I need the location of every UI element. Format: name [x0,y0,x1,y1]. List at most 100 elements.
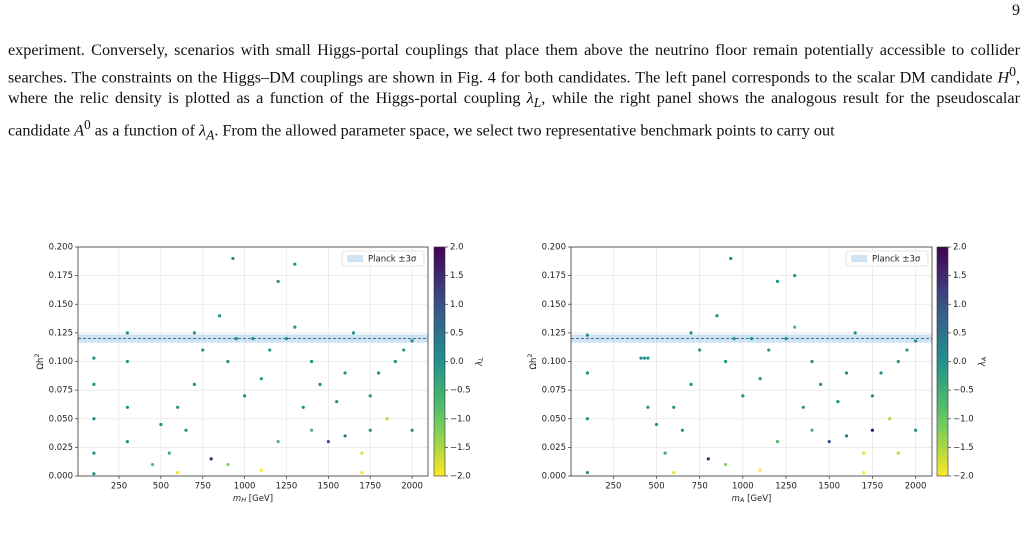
data-point [351,331,356,335]
x-tick-label: 250 [605,482,621,492]
y-axis-label: Ωh2 [526,353,539,369]
math-sub: L [533,95,542,111]
data-point [913,428,918,432]
data-point [672,470,676,475]
label-part: A [739,496,744,504]
y-tick-label: 0.175 [542,271,566,281]
data-point [310,359,314,364]
data-point [259,468,263,472]
data-point [92,356,96,360]
y-tick-label: 0.200 [49,243,73,253]
data-point [729,256,733,261]
data-point [201,348,205,352]
data-point [284,337,289,341]
data-point [879,371,883,375]
x-tick-label: 250 [111,482,127,492]
label-part: [GeV] [246,494,273,504]
y-tick-label: 0.025 [542,443,566,453]
data-point [176,470,180,475]
data-point [385,417,389,421]
label-part: H [241,496,246,504]
label-part: [GeV] [744,494,771,504]
data-point [92,417,96,421]
data-point [192,382,196,386]
text: as a function of [90,121,200,140]
data-point [410,428,414,432]
y-tick-label: 0.000 [49,472,73,482]
label-part: 2 [526,353,534,357]
y-tick-label: 0.150 [49,300,73,310]
data-point [410,339,414,343]
data-point [723,359,728,364]
data-point [343,371,347,375]
data-point [150,462,155,467]
axes-frame [77,246,429,477]
y-tick-label: 0.150 [542,300,566,310]
colorbar-tick-label: −2.0 [450,472,471,482]
text: . From the allowed parameter space, we s… [214,121,835,140]
y-tick-label: 0.075 [542,386,566,396]
legend-swatch [347,255,363,262]
data-point [226,359,230,364]
colorbar [936,246,949,477]
data-point [376,371,381,375]
data-point [293,262,297,266]
label-part: Ωh [529,358,539,370]
data-point [259,377,263,381]
y-tick-label: 0.075 [49,386,73,396]
text: , while the right panel shows the analog… [8,89,1020,140]
x-tick-label: 1500 [818,482,840,492]
data-point [870,394,875,398]
math: λ [526,89,534,108]
x-tick-label: 750 [692,482,708,492]
x-tick-label: 750 [195,482,211,492]
label-part: λ [978,361,988,367]
x-axis-label: mH [GeV] [233,494,273,505]
data-point [723,462,728,467]
x-tick-label: 1000 [234,482,256,492]
data-point [368,394,372,398]
colorbar-tick-label: −0.5 [450,386,471,396]
label-part: m [732,494,740,504]
data-point [642,356,647,360]
data-point [793,274,797,278]
page-number: 9 [1012,2,1020,19]
data-point [775,440,780,444]
data-point [801,405,805,409]
math: λ [199,121,207,140]
data-point [585,470,590,475]
colorbar [433,246,446,477]
math: A [74,121,84,140]
data-point [184,428,188,432]
y-tick-label: 0.050 [542,414,566,424]
data-point [680,428,685,432]
data-point [192,331,196,335]
x-tick-label: 2000 [401,482,423,492]
data-point [125,440,130,444]
data-point [853,331,857,335]
data-point [698,348,702,352]
data-point [92,451,96,455]
data-point [368,428,372,432]
y-axis-label: Ωh2 [33,353,46,369]
data-point [896,359,900,364]
data-point [672,405,676,409]
data-point [293,325,297,329]
data-point [326,440,330,444]
colorbar-tick-label: −1.0 [953,414,974,424]
data-point [749,337,754,341]
x-tick-label: 500 [153,482,169,492]
data-point [767,348,771,352]
x-tick-label: 1000 [732,482,754,492]
math-sub: A [206,127,215,143]
y-tick-label: 0.100 [49,357,73,367]
label-part: Ωh [36,358,46,370]
colorbar-tick-label: 0.0 [450,357,464,367]
colorbar-tick-label: −1.5 [450,443,471,453]
legend-box [341,250,425,267]
data-point [402,348,406,352]
data-point [318,382,322,386]
x-tick-label: 500 [648,482,664,492]
label-part: A [980,357,988,362]
